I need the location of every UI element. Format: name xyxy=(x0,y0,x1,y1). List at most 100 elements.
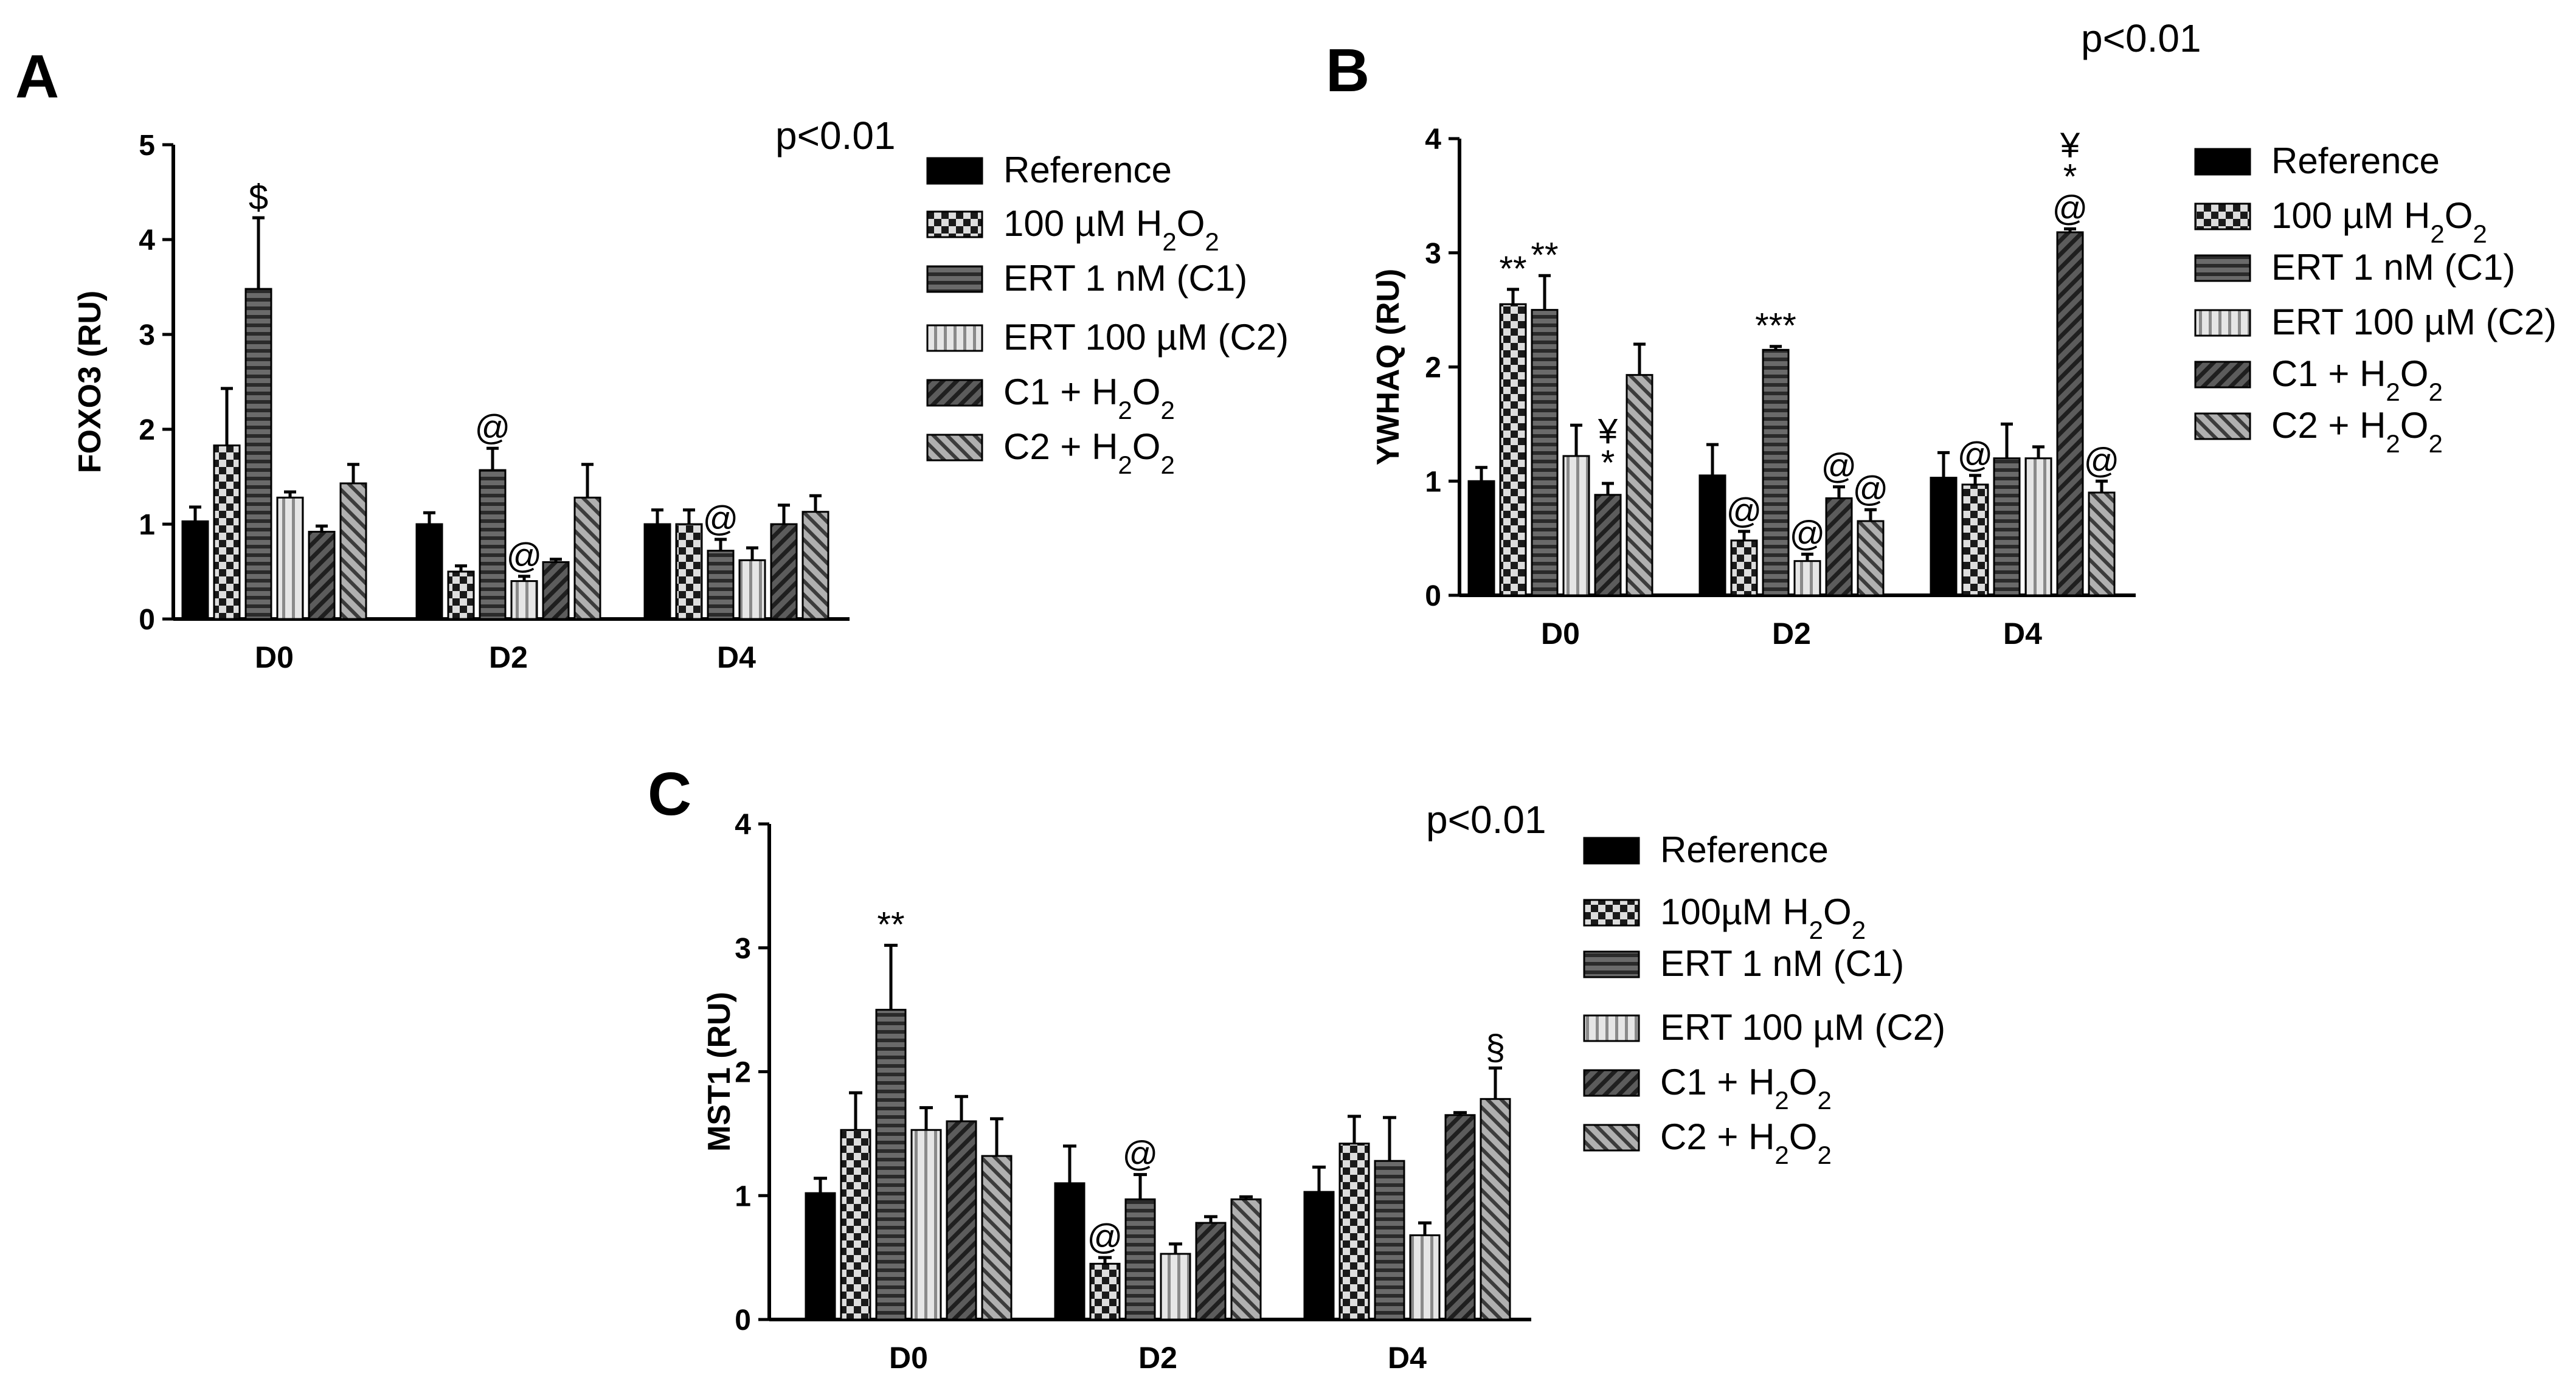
significance-marker: ¥ xyxy=(1598,412,1618,451)
legend-label-c2h: C2 + H2O2 xyxy=(1003,426,1175,479)
significance-marker: ¥ xyxy=(2060,125,2080,165)
x-category-label: D2 xyxy=(1772,617,1811,651)
bar-h2o2-d0 xyxy=(1499,303,1527,597)
significance-marker: @ xyxy=(1821,447,1857,486)
legend-label-c1h: C1 + H2O2 xyxy=(1003,372,1175,424)
significance-marker: @ xyxy=(2052,189,2088,228)
bar-c2-d0 xyxy=(276,496,304,620)
significance-marker: $ xyxy=(249,178,268,217)
bar-ref-d0 xyxy=(1467,480,1495,597)
legend-swatch-ref xyxy=(1583,837,1640,865)
legend-label-h2o2: 100 µM H2O2 xyxy=(2271,195,2487,248)
bar-c1-d4 xyxy=(707,550,735,620)
legend-swatch-c1h xyxy=(1583,1069,1640,1097)
significance-marker: @ xyxy=(1123,1135,1158,1174)
bar-c1-d2 xyxy=(1124,1198,1156,1321)
legend-label-c1: ERT 1 nM (C1) xyxy=(2271,247,2515,288)
p-value-label: p<0.01 xyxy=(2081,16,2201,60)
bar-h2o2-d4 xyxy=(675,523,703,620)
legend-swatch-c1 xyxy=(926,265,983,293)
legend-swatch-c2h xyxy=(926,434,983,462)
bar-ref-d4 xyxy=(1930,477,1958,597)
legend-swatch-c1h xyxy=(926,379,983,407)
bar-ref-d2 xyxy=(1054,1182,1085,1321)
bar-c2-d2 xyxy=(510,580,538,620)
y-tick-label: 4 xyxy=(1425,123,1441,156)
legend-label-h2o2: 100 µM H2O2 xyxy=(1003,203,1219,256)
bar-c2h-d4 xyxy=(2088,491,2116,597)
significance-marker: ** xyxy=(877,905,904,945)
bar-c2-d4 xyxy=(2024,457,2052,597)
significance-marker: @ xyxy=(703,499,739,539)
bar-h2o2-d2 xyxy=(447,570,475,620)
legend-swatch-c2 xyxy=(1583,1014,1640,1042)
significance-marker: @ xyxy=(1790,514,1826,553)
y-tick-label: 0 xyxy=(1425,580,1441,612)
y-tick-label: 1 xyxy=(139,509,155,541)
bar-ref-d4 xyxy=(643,523,671,620)
significance-marker: @ xyxy=(1726,491,1762,531)
bar-c2h-d0 xyxy=(1626,374,1653,597)
legend-label-c2: ERT 100 µM (C2) xyxy=(2271,302,2557,342)
y-tick-label: 2 xyxy=(139,414,155,446)
bar-c1h-d0 xyxy=(946,1120,977,1321)
legend-swatch-h2o2 xyxy=(926,210,983,238)
bar-c2-d0 xyxy=(910,1129,942,1321)
bar-ref-d4 xyxy=(1303,1191,1335,1321)
bar-c2h-d0 xyxy=(981,1155,1013,1321)
legend-swatch-ref xyxy=(2194,148,2251,176)
legend-label-c2: ERT 100 µM (C2) xyxy=(1660,1007,1945,1048)
bar-c1-d2 xyxy=(479,469,507,620)
legend-swatch-h2o2 xyxy=(1583,899,1640,927)
bar-c1-d0 xyxy=(875,1009,907,1321)
significance-marker: @ xyxy=(507,536,542,576)
legend-label-c2h: C2 + H2O2 xyxy=(2271,405,2443,458)
x-category-label: D4 xyxy=(2003,617,2042,651)
panel-letter: B xyxy=(1326,36,1369,105)
bar-c1-d2 xyxy=(1762,348,1790,597)
y-axis-title: MST1 (RU) xyxy=(702,992,737,1152)
legend-swatch-c1 xyxy=(1583,950,1640,978)
significance-marker: @ xyxy=(2084,441,2120,480)
legend-label-ref: Reference xyxy=(1660,829,1829,870)
legend-label-ref: Reference xyxy=(1003,150,1172,190)
y-axis-title: FOXO3 (RU) xyxy=(72,291,108,473)
legend-label-h2o2: 100µM H2O2 xyxy=(1660,891,1866,944)
legend-label-c1: ERT 1 nM (C1) xyxy=(1003,258,1247,299)
y-axis-title: YWHAQ (RU) xyxy=(1371,269,1406,466)
panel-a: A 0 1 2 3 4 5 FOXO3 (RU) $ D0 @ @ D2 @ D4 p<0.01 Refe… xyxy=(15,43,1289,674)
bar-ref-d2 xyxy=(415,523,443,620)
x-category-label: D0 xyxy=(255,640,294,674)
legend-swatch-c2 xyxy=(926,324,983,352)
significance-marker: ** xyxy=(1499,249,1526,289)
x-category-label: D4 xyxy=(717,640,756,674)
bar-h2o2-d2 xyxy=(1089,1262,1121,1321)
panel-c: C 0 1 2 3 4 MST1 (RU) ** D0 @ @ D2 § D4 p<0.01 Refer… xyxy=(648,760,1945,1375)
legend-swatch-c1h xyxy=(2194,361,2251,389)
significance-marker: * xyxy=(1601,443,1615,483)
bar-c2h-d4 xyxy=(802,511,829,620)
plot-area: 0 1 2 3 4 MST1 (RU) ** D0 @ @ D2 § D4 xyxy=(702,809,1531,1375)
significance-marker: @ xyxy=(1958,435,1993,475)
panel-letter: A xyxy=(15,43,59,111)
bar-c1h-d0 xyxy=(308,530,336,620)
legend-swatch-c2h xyxy=(2194,412,2251,440)
bar-c2h-d0 xyxy=(339,482,367,620)
significance-marker: @ xyxy=(1087,1217,1123,1257)
significance-marker: * xyxy=(2063,157,2077,196)
x-category-label: D2 xyxy=(1138,1341,1177,1375)
y-tick-label: 2 xyxy=(735,1057,751,1089)
bar-c1h-d2 xyxy=(1825,497,1853,597)
legend-swatch-ref xyxy=(926,157,983,185)
bar-ref-d2 xyxy=(1698,474,1726,597)
bar-c2-d0 xyxy=(1562,455,1590,597)
p-value-label: p<0.01 xyxy=(1426,798,1546,842)
bar-c1-d0 xyxy=(1531,309,1559,597)
panel-letter: C xyxy=(648,760,691,828)
x-category-label: D4 xyxy=(1388,1341,1427,1375)
y-tick-label: 3 xyxy=(735,933,751,965)
y-tick-label: 1 xyxy=(735,1180,751,1212)
